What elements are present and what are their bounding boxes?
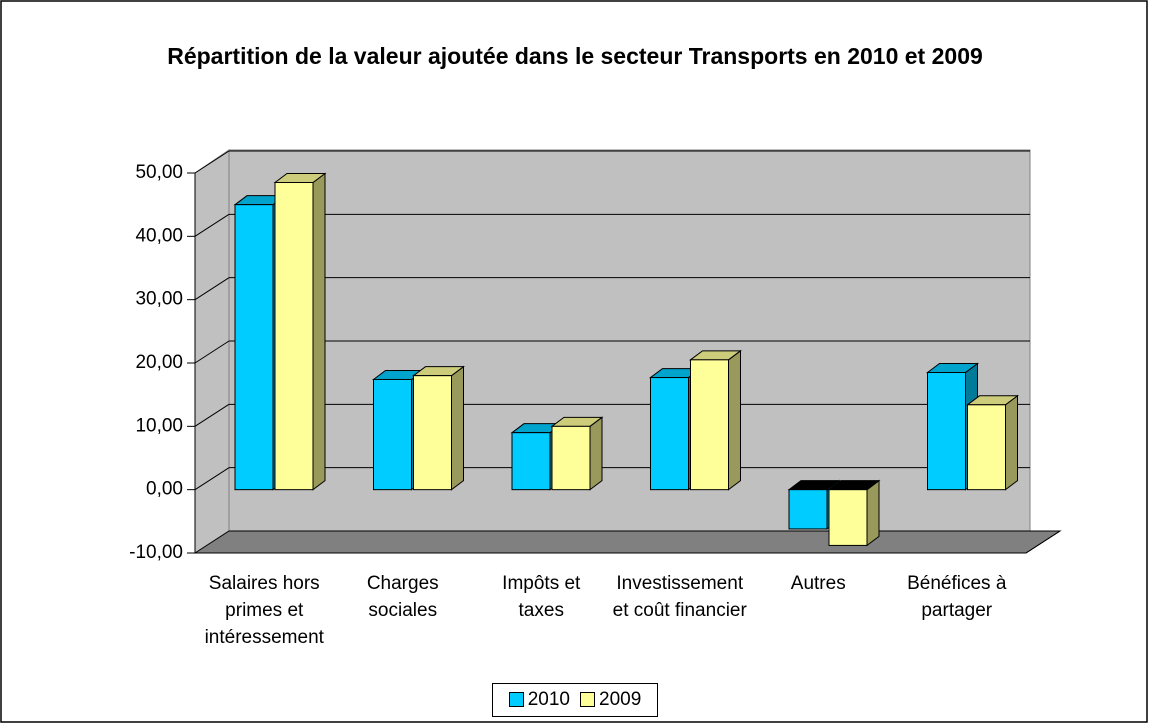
bar-side: [728, 349, 741, 491]
grid-line: [194, 403, 230, 427]
grid-line: [194, 277, 230, 301]
grid-line: [194, 213, 230, 237]
bar-front: [274, 182, 314, 491]
legend-label: 2010: [527, 689, 570, 710]
grid-line: [194, 467, 230, 491]
bar-side: [451, 365, 464, 491]
bar-front: [690, 359, 729, 491]
legend-item: 2009: [580, 689, 641, 711]
y-tick-label: -10,00: [129, 542, 183, 563]
y-tick-label: 30,00: [135, 289, 183, 310]
bar: [827, 479, 881, 547]
bar: [689, 349, 742, 491]
bar-front: [234, 204, 274, 491]
bar-front: [650, 377, 689, 491]
x-tick-label: Impôts et taxes: [502, 573, 581, 621]
x-tick-label: Charges sociales: [366, 573, 439, 621]
x-tick-label: Salaires hors primes et intéressement: [204, 573, 324, 648]
y-tick-label: 40,00: [135, 225, 183, 246]
bar-front: [927, 372, 966, 491]
bar: [273, 172, 327, 491]
bar-front: [828, 489, 868, 546]
x-tick-label: Investissement et coût financier: [612, 573, 747, 621]
floor: [193, 530, 1062, 554]
bar: [550, 416, 604, 491]
legend: 2010 2009: [492, 683, 658, 717]
y-tick-label: 0,00: [146, 479, 183, 500]
grid-line: [194, 150, 230, 174]
bar-front: [373, 378, 412, 491]
bar: [412, 365, 465, 491]
chart-title: Répartition de la valeur ajoutée dans le…: [167, 43, 983, 69]
bar-side: [866, 479, 880, 547]
x-tick-label: Bénéfices à partager: [907, 573, 1007, 621]
bar-side: [312, 172, 326, 491]
grid-line: [194, 340, 230, 364]
bar-side: [1005, 394, 1018, 491]
y-tick-label: 10,00: [135, 415, 183, 436]
bar-front: [788, 489, 828, 530]
legend-item: 2010: [508, 689, 570, 711]
bar-side: [589, 416, 603, 491]
legend-swatch: [580, 692, 595, 708]
legend-swatch: [508, 692, 524, 708]
bar-front: [413, 375, 452, 491]
floor-edge: [1025, 530, 1061, 554]
y-tick-label: 20,00: [135, 352, 183, 373]
x-tick-label: Autres: [790, 573, 846, 594]
legend-label: 2009: [599, 689, 642, 710]
y-tick-label: 50,00: [135, 162, 183, 183]
bar-front: [511, 432, 551, 491]
bar-front: [967, 404, 1006, 491]
bar-front: [551, 425, 591, 491]
bar: [966, 394, 1019, 491]
